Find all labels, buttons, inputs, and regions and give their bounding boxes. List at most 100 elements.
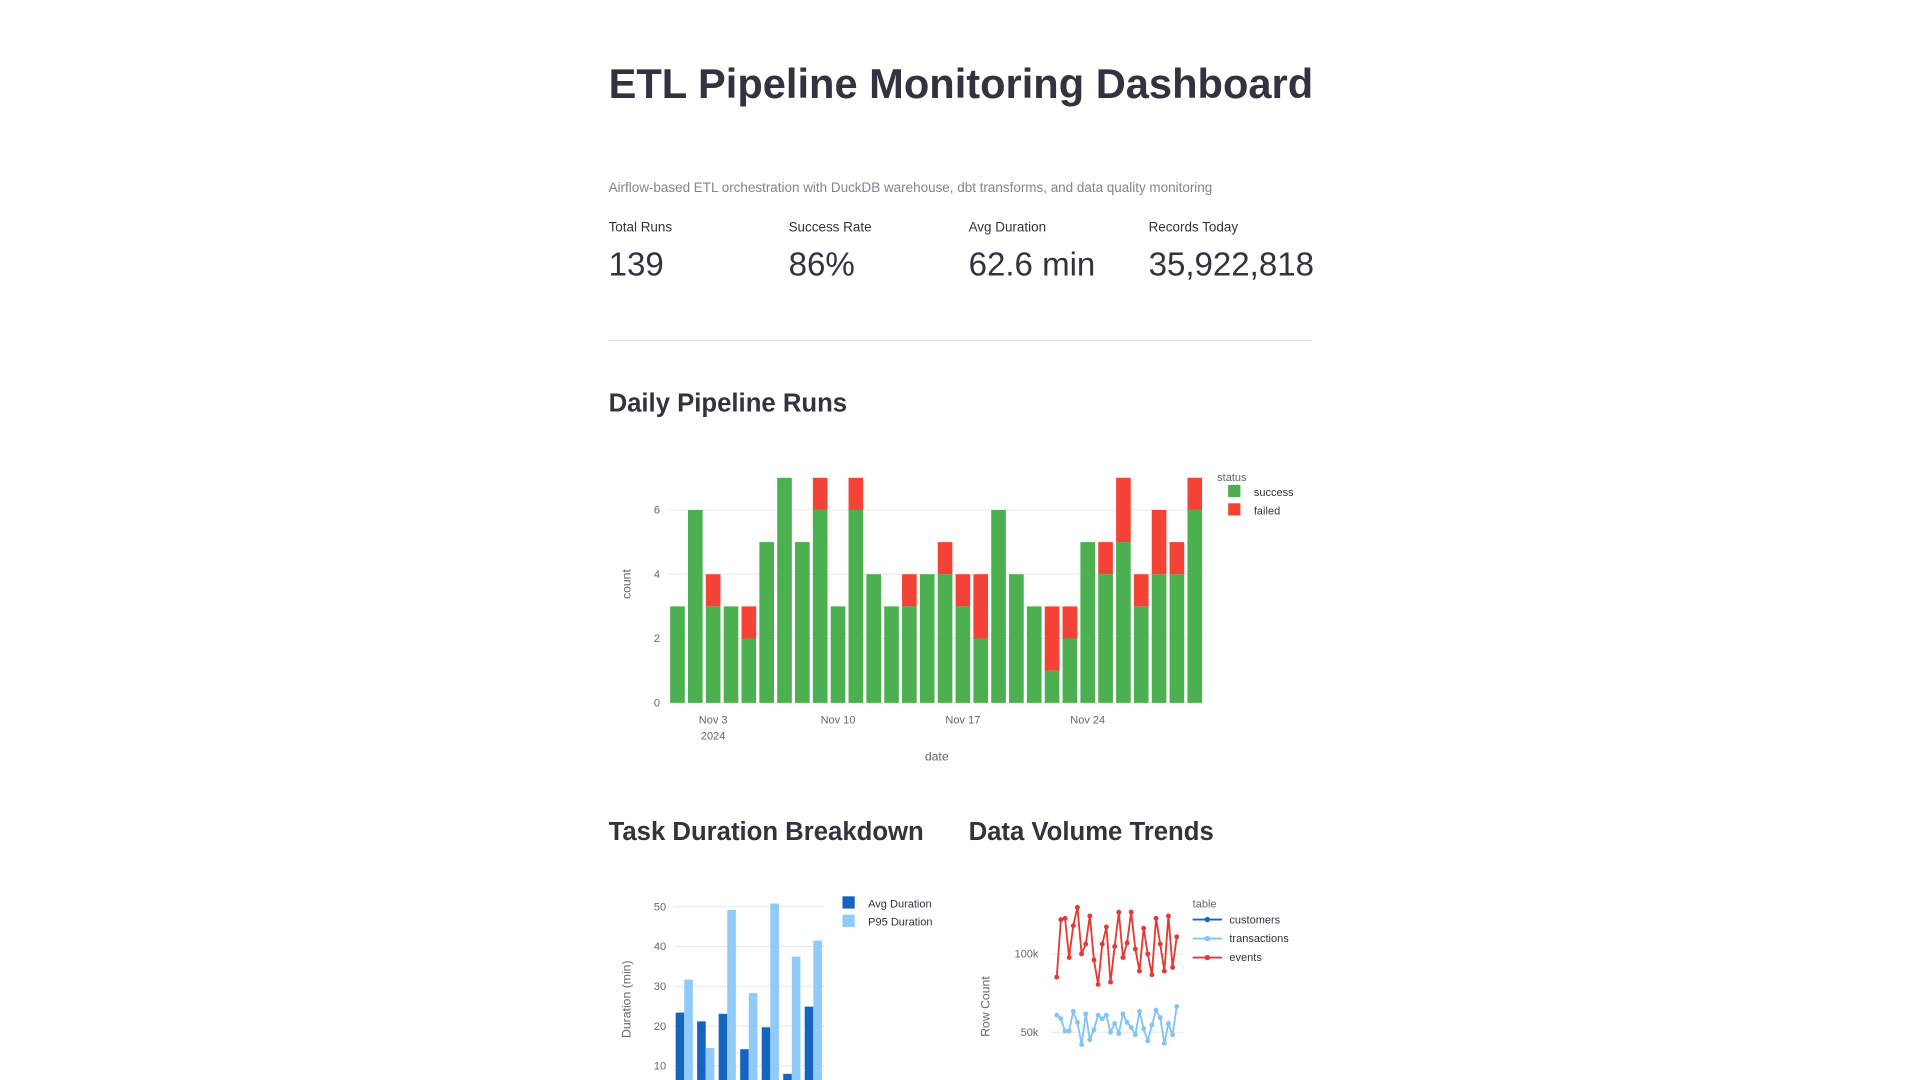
x-tick-label: Nov 24 — [1070, 715, 1105, 727]
point — [1132, 1032, 1138, 1038]
point — [1112, 944, 1118, 949]
bar-segment — [866, 574, 882, 703]
bar-segment — [973, 638, 989, 703]
point — [1170, 1032, 1176, 1038]
legend-label: success — [1254, 487, 1294, 499]
bar-segment — [955, 606, 971, 703]
point — [1091, 957, 1097, 963]
bar-segment — [1044, 606, 1060, 671]
bar-segment — [902, 574, 917, 607]
bar — [791, 956, 801, 1080]
point — [1157, 1015, 1163, 1020]
bar-segment — [1009, 574, 1024, 703]
bar — [783, 1073, 792, 1080]
point — [1124, 940, 1130, 946]
point — [1141, 1026, 1147, 1032]
bar-segment — [1062, 638, 1078, 703]
legend-label: P95 Duration — [868, 917, 932, 929]
point — [1099, 941, 1105, 947]
legend-swatch — [1228, 503, 1241, 516]
point — [1074, 1019, 1080, 1025]
bar-segment — [741, 638, 757, 703]
bar-segment — [759, 542, 774, 703]
metric-value: 139 — [609, 247, 664, 284]
bar — [684, 979, 693, 1080]
legend-label: events — [1229, 952, 1262, 964]
metric-value: 86% — [789, 247, 855, 284]
point — [1116, 909, 1122, 915]
bar — [813, 940, 822, 1080]
y-tick-label: 100k — [1014, 949, 1038, 961]
point — [1132, 946, 1138, 952]
point — [1112, 1021, 1118, 1027]
metric-label: Avg Duration — [969, 219, 1047, 234]
point — [1087, 1037, 1093, 1043]
chart-title: Data Volume Trends — [969, 818, 1214, 846]
bar-segment — [1169, 574, 1185, 703]
bar-segment — [670, 606, 685, 703]
point — [1153, 1007, 1159, 1013]
metric-label: Total Runs — [609, 219, 673, 234]
y-tick-label: 50k — [1021, 1027, 1039, 1039]
point — [1087, 913, 1093, 919]
point — [1166, 1021, 1171, 1027]
bar-segment — [1116, 477, 1131, 543]
bar-segment — [919, 574, 935, 703]
bar-segment — [1133, 574, 1149, 607]
point — [1079, 951, 1085, 957]
legend-label: transactions — [1229, 933, 1289, 945]
legend-swatch — [1228, 484, 1241, 498]
point — [1066, 1028, 1072, 1034]
y-axis-title: Duration (min) — [620, 960, 634, 1038]
line — [1055, 907, 1178, 985]
metric-label: Records Today — [1149, 219, 1239, 234]
x-tick-year: 2024 — [701, 731, 726, 743]
point — [1145, 951, 1151, 957]
y-tick-label: 30 — [654, 981, 666, 993]
point — [1170, 964, 1176, 970]
point — [1137, 1008, 1142, 1014]
point — [1062, 1028, 1068, 1034]
point — [1091, 1027, 1097, 1033]
bar — [740, 1049, 749, 1080]
point — [1120, 955, 1126, 960]
legend-label: customers — [1229, 914, 1280, 926]
bar-segment — [777, 477, 792, 703]
point — [1166, 913, 1171, 919]
chart-title: Daily Pipeline Runs — [609, 389, 848, 417]
bar-segment — [1044, 670, 1060, 703]
legend-label: Avg Duration — [868, 898, 931, 910]
point — [1120, 1011, 1126, 1017]
legend-marker — [1204, 954, 1211, 961]
point — [1103, 924, 1109, 930]
bar-segment — [1062, 606, 1078, 639]
y-tick-label: 6 — [654, 505, 660, 517]
legend-marker — [1204, 935, 1211, 942]
bar-segment — [688, 509, 703, 703]
bar — [761, 1027, 771, 1080]
point — [1066, 955, 1072, 960]
point — [1116, 1031, 1122, 1036]
point — [1124, 1019, 1130, 1025]
bar — [705, 1048, 715, 1080]
point — [1054, 1012, 1060, 1018]
bar-segment — [848, 477, 864, 510]
point — [1058, 1016, 1064, 1022]
legend-marker — [1204, 916, 1211, 923]
bar-segment — [1080, 542, 1096, 703]
point — [1095, 982, 1101, 987]
bar-segment — [1169, 542, 1185, 575]
point — [1070, 923, 1076, 929]
bar-segment — [1026, 606, 1042, 703]
bar-segment — [741, 606, 757, 639]
bar-segment — [1133, 606, 1149, 703]
bar-segment — [1151, 509, 1167, 575]
point — [1058, 917, 1064, 923]
bar-segment — [812, 509, 828, 703]
point — [1108, 1029, 1113, 1035]
metric-label: Success Rate — [789, 219, 872, 234]
point — [1079, 1042, 1085, 1047]
y-tick-label: 40 — [654, 941, 666, 953]
